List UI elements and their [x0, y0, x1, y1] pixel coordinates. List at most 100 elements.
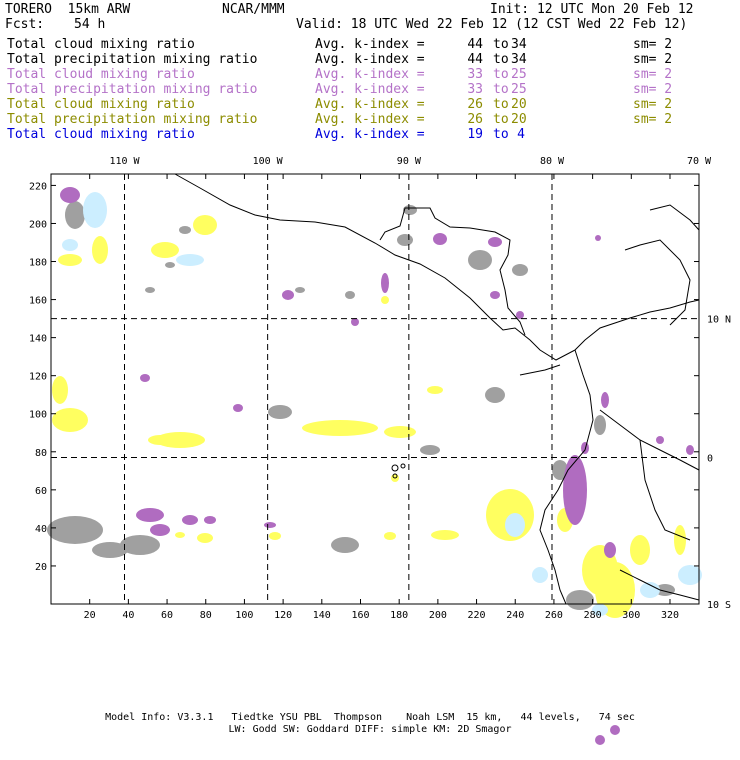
- purple-cloud-area: [595, 235, 601, 241]
- purple-cloud-area: [60, 187, 80, 203]
- gray-cloud-area: [179, 226, 191, 234]
- y-tick-label: 200: [29, 219, 47, 230]
- x-tick-label: 160: [351, 610, 369, 621]
- legend-field-name: Total precipitation mixing ratio: [7, 52, 258, 67]
- legend-smoothing: sm= 2: [633, 112, 673, 127]
- y-tick-label: 40: [35, 524, 47, 535]
- center-name: NCAR/MMM: [222, 2, 285, 17]
- legend-avg-label: Avg. k-index =: [315, 82, 425, 97]
- gray-cloud-area: [420, 445, 440, 455]
- x-tick-label: 60: [161, 610, 173, 621]
- y-tick-label: 20: [35, 562, 47, 573]
- yellow-cloud-area: [58, 254, 82, 266]
- gray-cloud-area: [345, 291, 355, 299]
- yellow-cloud-area: [175, 532, 185, 538]
- legend-from-value: 26: [467, 97, 483, 112]
- legend-end-value: 25: [511, 82, 527, 97]
- yellow-cloud-area: [197, 533, 213, 543]
- x-tick-label: 120: [274, 610, 292, 621]
- yellow-cloud-area: [52, 376, 68, 404]
- coastline-segment: [519, 364, 561, 376]
- lightblue-cloud-area: [592, 604, 608, 616]
- coastline: [174, 173, 700, 605]
- gray-cloud-area: [485, 387, 505, 403]
- purple-cloud-area: [516, 311, 524, 319]
- x-tick-label: 220: [468, 610, 486, 621]
- legend-smoothing: sm= 2: [633, 82, 673, 97]
- model-name: TORERO 15km ARW: [5, 2, 131, 17]
- init-time: Init: 12 UTC Mon 20 Feb 12: [490, 2, 694, 17]
- purple-cloud-area: [604, 542, 616, 558]
- latitude-label: 10 N: [707, 315, 731, 326]
- yellow-cloud-area: [427, 386, 443, 394]
- purple-cloud-area: [595, 735, 605, 745]
- x-tick-label: 320: [661, 610, 679, 621]
- gray-cloud-area: [145, 287, 155, 293]
- yellow-cloud-area: [630, 535, 650, 565]
- purple-cloud-area: [136, 508, 164, 522]
- x-tick-label: 80: [200, 610, 212, 621]
- gray-cloud-area: [295, 287, 305, 293]
- y-tick-label: 80: [35, 448, 47, 459]
- coastline-segment: [574, 299, 700, 351]
- legend-end-value: 20: [511, 112, 527, 127]
- gray-cloud-area: [47, 516, 103, 544]
- legend-to-label: to: [493, 52, 509, 67]
- coastline-segment: [649, 204, 700, 231]
- legend-smoothing: sm= 2: [633, 37, 673, 52]
- legend-from-value: 26: [467, 112, 483, 127]
- lightblue-cloud-area: [678, 565, 702, 585]
- gray-cloud-area: [65, 201, 85, 229]
- purple-cloud-area: [282, 290, 294, 300]
- coastline-segment: [639, 439, 691, 541]
- legend-field-name: Total cloud mixing ratio: [7, 127, 195, 142]
- purple-cloud-area: [433, 233, 447, 245]
- valid-time: Valid: 18 UTC Wed 22 Feb 12 (12 CST Wed …: [296, 17, 688, 32]
- axis-ticks: 20 40 60 80 100 120 140 160 180 200 220 240 260 280 30…: [29, 156, 731, 621]
- gray-cloud-area: [92, 542, 128, 558]
- legend-from-value: 44: [467, 37, 483, 52]
- gray-cloud-area: [552, 460, 568, 480]
- legend-smoothing: sm= 2: [633, 97, 673, 112]
- model-info-line2: LW: Godd SW: Goddard DIFF: simple KM: 2D…: [228, 724, 512, 735]
- legend-to-label: to: [493, 127, 509, 142]
- legend-avg-label: Avg. k-index =: [315, 37, 425, 52]
- legend-end-value: 25: [511, 67, 527, 82]
- legend-avg-label: Avg. k-index =: [315, 97, 425, 112]
- yellow-cloud-area: [92, 236, 108, 264]
- legend-end-value: 20: [511, 97, 527, 112]
- legend-avg-label: Avg. k-index =: [315, 67, 425, 82]
- legend-field-name: Total cloud mixing ratio: [7, 37, 195, 52]
- yellow-cloud-area: [431, 530, 459, 540]
- x-tick-label: 280: [584, 610, 602, 621]
- legend-from-value: 19: [467, 127, 483, 142]
- purple-cloud-area: [381, 273, 389, 293]
- purple-cloud-area: [233, 404, 243, 412]
- yellow-cloud-area: [384, 532, 396, 540]
- lightblue-cloud-area: [62, 239, 78, 251]
- lightblue-cloud-area: [176, 254, 204, 266]
- gray-cloud-area: [403, 205, 417, 215]
- purple-cloud-area: [563, 455, 587, 525]
- legend-end-value: 34: [511, 37, 527, 52]
- lightblue-cloud-area: [505, 513, 525, 537]
- y-tick-label: 220: [29, 181, 47, 192]
- lightblue-cloud-area: [532, 567, 548, 583]
- yellow-cloud-area: [155, 432, 205, 448]
- legend-to-label: to: [493, 112, 509, 127]
- latitude-label: 0: [707, 453, 713, 464]
- legend-field-name: Total cloud mixing ratio: [7, 67, 195, 82]
- y-tick-label: 140: [29, 334, 47, 345]
- yellow-cloud-area: [302, 420, 378, 436]
- x-tick-label: 300: [622, 610, 640, 621]
- galapagos-island: [400, 463, 406, 469]
- legend-avg-label: Avg. k-index =: [315, 112, 425, 127]
- legend-smoothing: sm= 2: [633, 67, 673, 82]
- gray-cloud-area: [566, 590, 594, 610]
- yellow-cloud-area: [193, 215, 217, 235]
- legend-end-value: 4: [517, 127, 525, 142]
- y-tick-label: 100: [29, 410, 47, 421]
- longitude-label: 100 W: [253, 156, 284, 167]
- purple-cloud-area: [610, 725, 620, 735]
- purple-cloud-area: [488, 237, 502, 247]
